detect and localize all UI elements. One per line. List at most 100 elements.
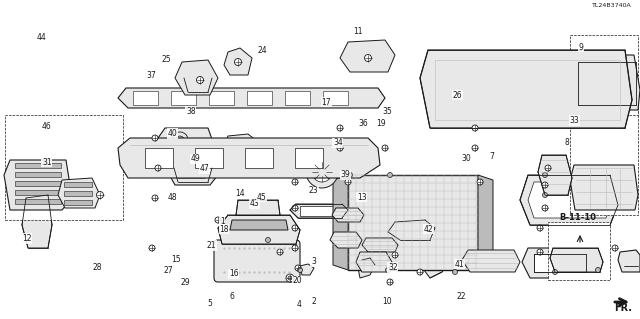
Text: 37: 37 — [147, 71, 157, 80]
Text: 22: 22 — [456, 292, 465, 300]
Polygon shape — [478, 175, 493, 270]
Text: B-11-10: B-11-10 — [559, 213, 596, 222]
Circle shape — [196, 77, 204, 84]
Text: 1: 1 — [220, 217, 225, 226]
Polygon shape — [4, 160, 72, 210]
Circle shape — [292, 179, 298, 185]
Text: 28: 28 — [93, 263, 102, 272]
Text: 44: 44 — [36, 33, 47, 42]
Bar — [15, 190, 61, 195]
Polygon shape — [340, 40, 395, 72]
Circle shape — [348, 173, 353, 177]
Circle shape — [215, 217, 221, 223]
Circle shape — [595, 268, 600, 272]
Circle shape — [612, 245, 618, 251]
Polygon shape — [358, 258, 375, 278]
Circle shape — [472, 125, 478, 131]
Text: 27: 27 — [163, 266, 173, 275]
Text: 24: 24 — [257, 46, 268, 55]
Circle shape — [337, 145, 343, 151]
Text: 5: 5 — [207, 299, 212, 308]
Polygon shape — [330, 232, 362, 248]
Circle shape — [292, 225, 298, 231]
Polygon shape — [58, 178, 100, 208]
Circle shape — [295, 265, 301, 271]
Text: 11: 11 — [354, 27, 363, 36]
Circle shape — [417, 269, 423, 275]
Text: 47: 47 — [200, 164, 210, 173]
Circle shape — [277, 249, 283, 255]
Circle shape — [542, 205, 548, 211]
Circle shape — [266, 238, 271, 242]
Bar — [64, 200, 92, 205]
Text: 12: 12 — [22, 234, 31, 243]
Polygon shape — [179, 164, 204, 169]
Polygon shape — [224, 48, 252, 75]
Polygon shape — [175, 168, 208, 178]
Circle shape — [176, 136, 184, 144]
Polygon shape — [118, 88, 385, 108]
Bar — [570, 35, 638, 115]
Polygon shape — [550, 248, 603, 272]
Polygon shape — [388, 220, 435, 240]
Bar — [245, 148, 273, 168]
Polygon shape — [520, 175, 618, 225]
Bar — [15, 172, 61, 177]
Text: 14: 14 — [235, 189, 245, 198]
Polygon shape — [528, 182, 612, 218]
Polygon shape — [522, 248, 596, 278]
Text: 39: 39 — [340, 170, 351, 179]
Circle shape — [387, 173, 392, 177]
Text: 18: 18 — [220, 225, 228, 234]
Polygon shape — [333, 175, 348, 270]
Text: 26: 26 — [452, 91, 463, 100]
Bar — [209, 91, 234, 105]
Polygon shape — [168, 142, 208, 152]
Circle shape — [234, 58, 241, 65]
Circle shape — [543, 192, 547, 197]
Circle shape — [382, 145, 388, 151]
Circle shape — [537, 249, 543, 255]
Bar — [300, 206, 338, 216]
Bar — [64, 182, 92, 187]
Text: TL24B3740A: TL24B3740A — [592, 3, 632, 8]
Circle shape — [288, 276, 292, 280]
Polygon shape — [332, 208, 364, 222]
Bar — [5, 115, 123, 220]
Bar — [15, 181, 61, 186]
Text: 31: 31 — [42, 158, 52, 167]
Circle shape — [155, 165, 161, 171]
Text: 19: 19 — [376, 119, 386, 128]
Circle shape — [152, 135, 158, 141]
Text: 25: 25 — [161, 56, 172, 64]
Text: 13: 13 — [356, 193, 367, 202]
Text: 3: 3 — [311, 257, 316, 266]
Bar — [195, 148, 223, 168]
Polygon shape — [420, 50, 632, 128]
Circle shape — [552, 270, 557, 275]
Circle shape — [312, 162, 332, 182]
Polygon shape — [118, 138, 380, 178]
Text: 48: 48 — [168, 193, 178, 202]
Bar — [64, 191, 92, 196]
Text: 2: 2 — [311, 297, 316, 306]
Polygon shape — [462, 250, 520, 272]
Text: 32: 32 — [388, 263, 398, 272]
Text: 35: 35 — [382, 107, 392, 115]
Polygon shape — [348, 175, 478, 270]
Bar — [323, 91, 348, 105]
Text: 41: 41 — [454, 260, 465, 269]
Circle shape — [318, 168, 326, 176]
Polygon shape — [424, 258, 448, 278]
Polygon shape — [224, 134, 258, 152]
Polygon shape — [300, 264, 314, 275]
Bar — [15, 163, 61, 168]
Circle shape — [149, 245, 155, 251]
Text: 16: 16 — [228, 269, 239, 278]
Text: 30: 30 — [461, 154, 471, 163]
Circle shape — [292, 245, 298, 251]
Text: 49: 49 — [190, 154, 200, 163]
Text: 20: 20 — [292, 276, 303, 285]
Circle shape — [385, 268, 390, 272]
Polygon shape — [618, 250, 640, 272]
